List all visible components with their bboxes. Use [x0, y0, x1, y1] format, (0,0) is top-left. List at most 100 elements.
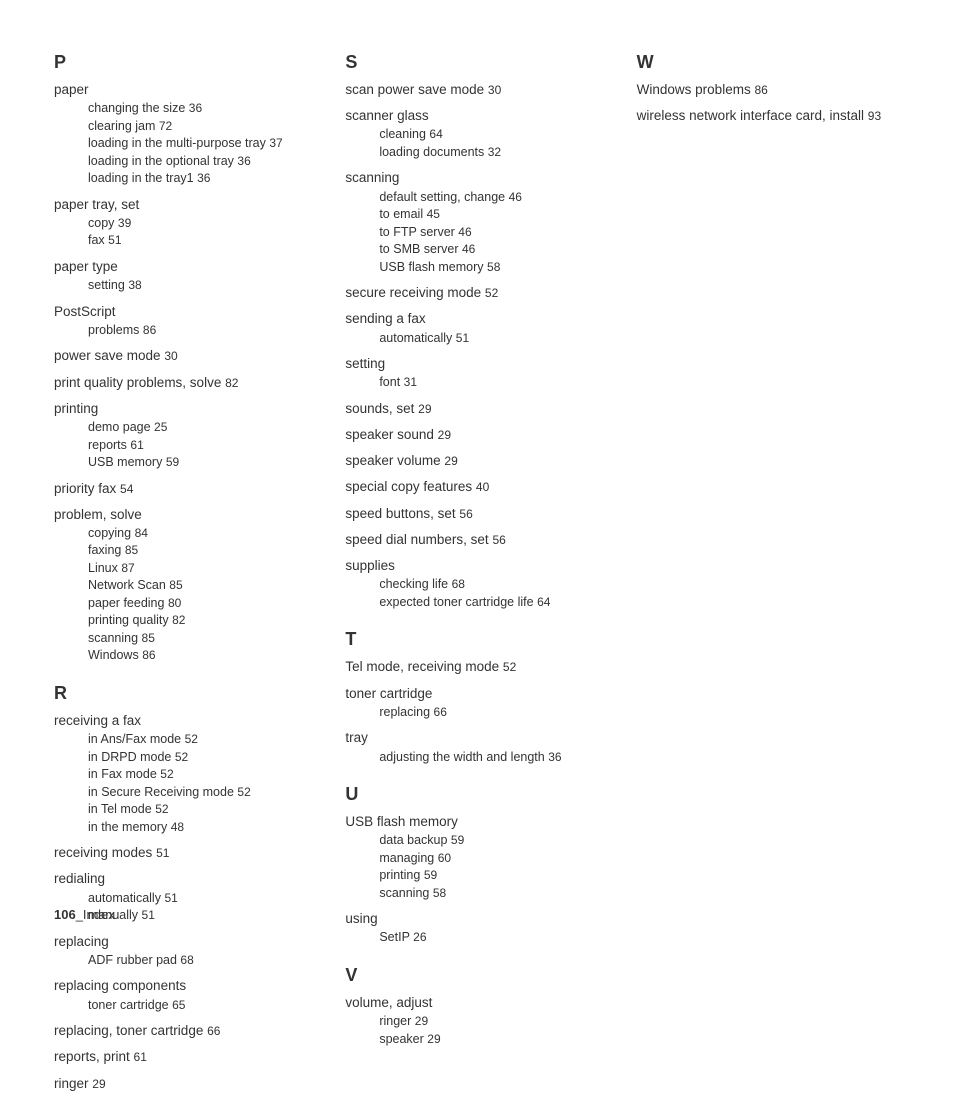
subentry-text: font — [379, 375, 400, 389]
index-term: ringer 29 — [54, 1075, 323, 1093]
index-subentry: default setting, change 46 — [379, 189, 614, 207]
subentry-text: faxing — [88, 543, 121, 557]
index-term: priority fax 54 — [54, 480, 323, 498]
index-subentries: adjusting the width and length 36 — [345, 749, 614, 767]
index-subentries: copying 84faxing 85Linux 87Network Scan … — [54, 525, 323, 665]
index-subentry: manually 51 — [88, 907, 323, 925]
page-ref: 61 — [130, 438, 143, 452]
page-ref: 32 — [488, 145, 501, 159]
term-text: speed buttons, set — [345, 506, 455, 521]
term-text: secure receiving mode — [345, 285, 481, 300]
subentry-text: printing — [379, 868, 420, 882]
page-ref: 37 — [269, 136, 282, 150]
page-ref: 54 — [120, 482, 133, 496]
term-text: problem, solve — [54, 507, 142, 522]
page-ref: 64 — [537, 595, 550, 609]
index-letter: U — [345, 784, 614, 805]
index-subentry: in Tel mode 52 — [88, 801, 323, 819]
page-ref: 64 — [429, 127, 442, 141]
page-ref: 51 — [108, 233, 121, 247]
subentry-text: automatically — [88, 891, 161, 905]
index-section: Sscan power save mode 30scanner glasscle… — [345, 52, 614, 611]
index-subentry: adjusting the width and length 36 — [379, 749, 614, 767]
subentry-text: in DRPD mode — [88, 750, 171, 764]
subentry-text: loading in the multi-purpose tray — [88, 136, 266, 150]
term-text: paper tray, set — [54, 197, 139, 212]
index-subentries: copy 39fax 51 — [54, 215, 323, 250]
index-term: replacing — [54, 933, 323, 951]
page-ref: 52 — [160, 767, 173, 781]
index-subentries: automatically 51 — [345, 330, 614, 348]
subentry-text: clearing jam — [88, 119, 155, 133]
index-term: toner cartridge — [345, 685, 614, 703]
index-subentry: copying 84 — [88, 525, 323, 543]
index-entry: printingdemo page 25reports 61USB memory… — [54, 400, 323, 472]
page-ref: 82 — [172, 613, 185, 627]
page-ref: 31 — [404, 375, 417, 389]
index-letter: R — [54, 683, 323, 704]
index-subentry: SetIP 26 — [379, 929, 614, 947]
index-entry: paperchanging the size 36clearing jam 72… — [54, 81, 323, 188]
index-subentry: printing 59 — [379, 867, 614, 885]
index-subentry: reports 61 — [88, 437, 323, 455]
index-subentry: replacing 66 — [379, 704, 614, 722]
subentry-text: in Fax mode — [88, 767, 157, 781]
index-entry: Tel mode, receiving mode 52 — [345, 658, 614, 676]
index-subentry: ADF rubber pad 68 — [88, 952, 323, 970]
index-entry: usingSetIP 26 — [345, 910, 614, 947]
page-ref: 60 — [438, 851, 451, 865]
index-subentry: loading in the multi-purpose tray 37 — [88, 135, 323, 153]
index-term: scan power save mode 30 — [345, 81, 614, 99]
index-column: WWindows problems 86wireless network int… — [637, 52, 906, 1111]
index-column: Ppaperchanging the size 36clearing jam 7… — [54, 52, 323, 1111]
page-ref: 52 — [155, 802, 168, 816]
index-term: Tel mode, receiving mode 52 — [345, 658, 614, 676]
index-entry: sounds, set 29 — [345, 400, 614, 418]
index-term: receiving a fax — [54, 712, 323, 730]
page-footer: 106_Index — [54, 907, 115, 922]
term-text: speed dial numbers, set — [345, 532, 488, 547]
index-entry: power save mode 30 — [54, 347, 323, 365]
index-subentry: faxing 85 — [88, 542, 323, 560]
subentry-text: in Tel mode — [88, 802, 152, 816]
page-ref: 66 — [207, 1024, 220, 1038]
index-entry: Windows problems 86 — [637, 81, 906, 99]
subentry-text: default setting, change — [379, 190, 505, 204]
term-text: power save mode — [54, 348, 161, 363]
page-number: 106 — [54, 907, 76, 922]
subentry-text: scanning — [379, 886, 429, 900]
index-subentry: data backup 59 — [379, 832, 614, 850]
index-subentry: to email 45 — [379, 206, 614, 224]
index-entry: toner cartridgereplacing 66 — [345, 685, 614, 722]
term-text: printing — [54, 401, 98, 416]
page-ref: 52 — [175, 750, 188, 764]
index-term: special copy features 40 — [345, 478, 614, 496]
page-ref: 59 — [424, 868, 437, 882]
page-ref: 52 — [485, 286, 498, 300]
index-subentry: in Secure Receiving mode 52 — [88, 784, 323, 802]
page-ref: 56 — [492, 533, 505, 547]
term-text: reports, print — [54, 1049, 130, 1064]
subentry-text: paper feeding — [88, 596, 164, 610]
page-ref: 25 — [154, 420, 167, 434]
page-ref: 52 — [503, 660, 516, 674]
page-ref: 87 — [121, 561, 134, 575]
index-term: wireless network interface card, install… — [637, 107, 906, 125]
index-section: Ppaperchanging the size 36clearing jam 7… — [54, 52, 323, 665]
index-section: Vvolume, adjustringer 29speaker 29 — [345, 965, 614, 1048]
page-ref: 29 — [444, 454, 457, 468]
index-subentries: default setting, change 46to email 45to … — [345, 189, 614, 277]
index-entry: sending a faxautomatically 51 — [345, 310, 614, 347]
index-subentry: checking life 68 — [379, 576, 614, 594]
index-subentry: cleaning 64 — [379, 126, 614, 144]
page-ref: 65 — [172, 998, 185, 1012]
index-letter: T — [345, 629, 614, 650]
term-text: scanning — [345, 170, 399, 185]
subentry-text: problems — [88, 323, 139, 337]
term-text: scanner glass — [345, 108, 428, 123]
index-subentry: Network Scan 85 — [88, 577, 323, 595]
subentry-text: replacing — [379, 705, 430, 719]
subentry-text: reports — [88, 438, 127, 452]
index-subentries: cleaning 64loading documents 32 — [345, 126, 614, 161]
subentry-text: setting — [88, 278, 125, 292]
